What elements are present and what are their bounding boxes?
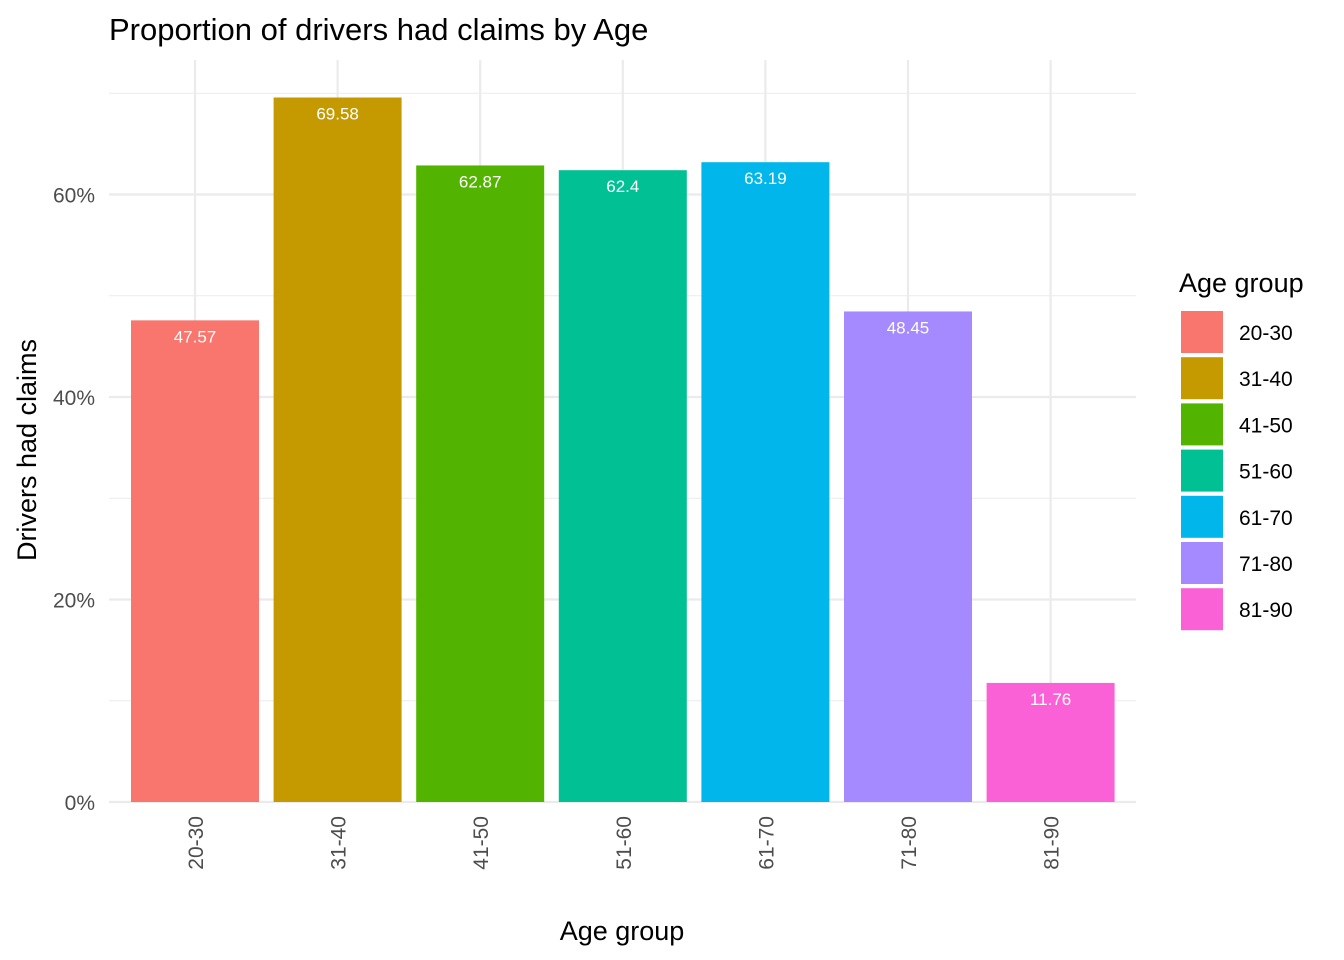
legend-swatch-71-80 bbox=[1181, 542, 1223, 584]
legend-label-41-50: 41-50 bbox=[1239, 414, 1293, 437]
bars bbox=[131, 97, 1115, 803]
legend-swatch-61-70 bbox=[1181, 495, 1223, 538]
legend-swatch-81-90 bbox=[1181, 588, 1223, 631]
data-label-71-80: 48.45 bbox=[887, 318, 930, 337]
legend-swatch-41-50 bbox=[1181, 403, 1223, 446]
legend: Age group 20-30 31-40 41-50 51-60 61-70 71-80… bbox=[1179, 268, 1304, 631]
bar-20-30 bbox=[131, 320, 259, 802]
bar-71-80 bbox=[844, 311, 972, 802]
x-axis-ticks: 20-30 31-40 41-50 51-60 61-70 71-80 81-90 bbox=[185, 816, 1064, 870]
x-tick-label: 41-50 bbox=[470, 816, 493, 870]
data-label-51-60: 62.4 bbox=[606, 177, 639, 196]
legend-label-61-70: 61-70 bbox=[1239, 507, 1293, 530]
x-axis-title: Age group bbox=[560, 916, 685, 946]
legend-label-71-80: 71-80 bbox=[1239, 553, 1293, 576]
legend-title: Age group bbox=[1179, 268, 1304, 298]
y-tick-label: 60% bbox=[53, 185, 95, 208]
y-axis-title: Drivers had claims bbox=[12, 339, 42, 561]
legend-label-31-40: 31-40 bbox=[1239, 368, 1293, 391]
bar-41-50 bbox=[416, 165, 545, 802]
y-axis-ticks: 0% 20% 40% 60% bbox=[53, 185, 95, 816]
x-tick-label: 71-80 bbox=[898, 816, 921, 870]
data-label-81-90: 11.76 bbox=[1030, 690, 1071, 709]
data-label-31-40: 69.58 bbox=[316, 105, 359, 124]
data-label-61-70: 63.19 bbox=[744, 169, 787, 188]
x-tick-label: 81-90 bbox=[1041, 816, 1064, 870]
y-tick-label: 0% bbox=[65, 792, 95, 815]
x-tick-label: 61-70 bbox=[755, 816, 778, 870]
legend-label-81-90: 81-90 bbox=[1239, 599, 1293, 622]
y-tick-label: 20% bbox=[53, 590, 95, 613]
legend-swatch-31-40 bbox=[1181, 357, 1223, 400]
data-label-20-30: 47.57 bbox=[174, 327, 217, 346]
legend-swatch-51-60 bbox=[1181, 449, 1223, 492]
data-labels: 47.57 69.58 62.87 62.4 63.19 48.45 11.76 bbox=[174, 105, 1072, 709]
bar-81-90 bbox=[986, 682, 1115, 802]
x-tick-label: 20-30 bbox=[185, 816, 208, 870]
legend-label-20-30: 20-30 bbox=[1239, 322, 1293, 345]
y-tick-label: 40% bbox=[53, 387, 95, 410]
x-tick-label: 51-60 bbox=[613, 816, 636, 870]
bar-61-70 bbox=[701, 162, 830, 803]
legend-swatch-20-30 bbox=[1181, 311, 1223, 353]
bar-51-60 bbox=[558, 170, 687, 802]
chart-title: Proportion of drivers had claims by Age bbox=[109, 12, 648, 47]
x-tick-label: 31-40 bbox=[328, 816, 351, 870]
legend-label-51-60: 51-60 bbox=[1239, 461, 1293, 484]
data-label-41-50: 62.87 bbox=[459, 172, 502, 191]
bar-31-40 bbox=[273, 97, 402, 802]
